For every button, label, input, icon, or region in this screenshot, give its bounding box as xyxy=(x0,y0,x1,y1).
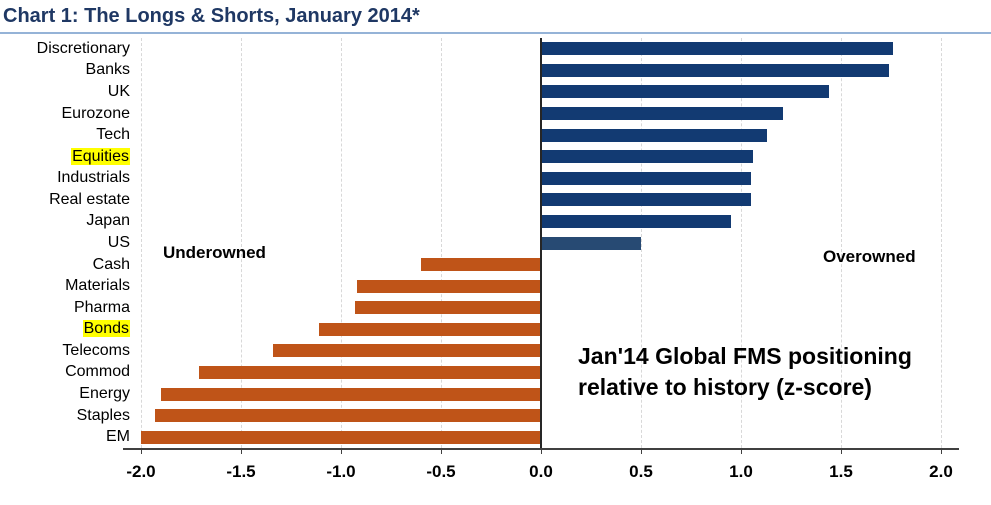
gridline--1.5 xyxy=(241,38,242,448)
category-label-staples: Staples xyxy=(0,406,130,426)
category-label-telecoms: Telecoms xyxy=(0,341,130,361)
category-label-em: EM xyxy=(0,427,130,447)
x-tick-label-1: 1.0 xyxy=(729,462,753,481)
category-text-energy: Energy xyxy=(79,385,130,403)
category-label-industrials: Industrials xyxy=(0,168,130,188)
category-text-commod: Commod xyxy=(65,363,130,381)
category-text-cash: Cash xyxy=(92,255,130,273)
bar-discretionary xyxy=(542,42,893,56)
bar-tech xyxy=(542,128,767,142)
x-tick-label--0.5: -0.5 xyxy=(426,462,456,481)
bar-commod xyxy=(199,365,540,379)
x-axis-tick-0.5 xyxy=(641,448,642,454)
category-label-cash: Cash xyxy=(0,255,130,275)
x-axis-tick--1.5 xyxy=(241,448,242,454)
title-divider-rule xyxy=(0,32,991,34)
category-text-uk: UK xyxy=(107,82,130,100)
category-text-japan: Japan xyxy=(86,212,130,230)
category-text-discretionary: Discretionary xyxy=(36,39,130,57)
category-label-bonds: Bonds xyxy=(0,319,130,339)
annotation-line-1: Jan'14 Global FMS positioning xyxy=(578,343,912,369)
category-label-commod: Commod xyxy=(0,362,130,382)
x-tick-label-0: 0.0 xyxy=(529,462,553,481)
bar-materials xyxy=(357,279,540,293)
bar-cash xyxy=(421,258,540,272)
x-tick-label-1.5: 1.5 xyxy=(829,462,853,481)
bar-eurozone xyxy=(542,107,783,121)
x-axis-tick-0 xyxy=(541,448,542,454)
underowned-label: Underowned xyxy=(163,243,266,262)
category-label-pharma: Pharma xyxy=(0,298,130,318)
category-text-real-estate: Real estate xyxy=(49,190,130,208)
category-text-em: EM xyxy=(106,428,130,446)
category-text-staples: Staples xyxy=(76,406,130,424)
x-tick-label-0.5: 0.5 xyxy=(629,462,653,481)
gridline--1 xyxy=(341,38,342,448)
x-tick-label--1: -1.0 xyxy=(326,462,356,481)
category-text-tech: Tech xyxy=(96,126,130,144)
category-text-bonds: Bonds xyxy=(82,320,130,338)
category-label-eurozone: Eurozone xyxy=(0,104,131,124)
annotation-line-2: relative to history (z-score) xyxy=(578,374,872,400)
bar-us xyxy=(542,236,641,250)
x-tick-label-2: 2.0 xyxy=(929,462,953,481)
category-text-pharma: Pharma xyxy=(73,298,130,316)
category-label-uk: UK xyxy=(0,82,130,102)
category-text-equities: Equities xyxy=(71,147,130,165)
bar-banks xyxy=(542,63,889,77)
gridline--0.5 xyxy=(441,38,442,448)
category-text-us: US xyxy=(107,234,130,251)
x-axis-tick-2 xyxy=(941,448,942,454)
gridline-1 xyxy=(741,38,742,448)
bar-energy xyxy=(161,387,540,401)
bar-bonds xyxy=(319,322,540,336)
category-text-banks: Banks xyxy=(85,61,130,79)
x-axis-tick--0.5 xyxy=(441,448,442,454)
x-axis-tick-1 xyxy=(741,448,742,454)
x-axis-tick-1.5 xyxy=(841,448,842,454)
zero-axis-line xyxy=(540,38,542,448)
bar-japan xyxy=(542,214,731,228)
category-label-real-estate: Real estate xyxy=(0,190,130,210)
chart-annotation: Jan'14 Global FMS positioning relative t… xyxy=(578,341,912,403)
overowned-label: Overowned xyxy=(823,247,916,266)
category-label-japan: Japan xyxy=(0,211,130,231)
bar-real-estate xyxy=(542,193,751,207)
category-text-materials: Materials xyxy=(65,277,130,295)
category-label-banks: Banks xyxy=(0,60,130,80)
x-tick-label--1.5: -1.5 xyxy=(226,462,256,481)
bar-industrials xyxy=(542,171,751,185)
gridline-0.5 xyxy=(641,38,642,448)
category-text-industrials: Industrials xyxy=(57,169,130,187)
category-label-energy: Energy xyxy=(0,384,130,404)
x-axis-tick--2 xyxy=(141,448,142,454)
gridline-2 xyxy=(941,38,942,448)
bar-telecoms xyxy=(273,344,540,358)
category-label-equities: Equities xyxy=(0,147,130,167)
category-text-telecoms: Telecoms xyxy=(62,341,130,359)
category-text-eurozone: Eurozone xyxy=(61,104,131,122)
chart-title: Chart 1: The Longs & Shorts, January 201… xyxy=(3,5,420,27)
category-label-us: US xyxy=(0,233,130,253)
category-label-materials: Materials xyxy=(0,276,130,296)
gridline--2 xyxy=(141,38,142,448)
category-label-tech: Tech xyxy=(0,125,130,145)
gridline-1.5 xyxy=(841,38,842,448)
category-label-discretionary: Discretionary xyxy=(0,39,130,59)
bar-pharma xyxy=(355,301,540,315)
bar-uk xyxy=(542,85,829,99)
bar-em xyxy=(141,430,540,444)
bar-equities xyxy=(542,150,753,164)
x-tick-label--2: -2.0 xyxy=(126,462,156,481)
bar-staples xyxy=(155,409,540,423)
x-axis-tick--1 xyxy=(341,448,342,454)
